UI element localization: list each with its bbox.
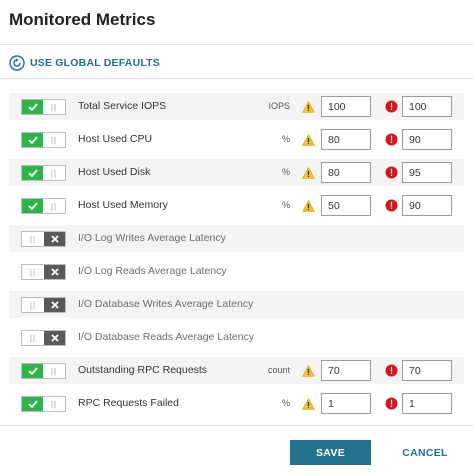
divider bbox=[0, 44, 473, 45]
metric-toggle[interactable]: || bbox=[21, 363, 66, 379]
metric-row: || Host Used Memory % bbox=[0, 189, 473, 222]
warning-threshold-input[interactable] bbox=[321, 195, 371, 216]
cancel-button[interactable]: CANCEL bbox=[396, 440, 454, 465]
metric-row: || I/O Database Reads Average Latency bbox=[0, 321, 473, 354]
check-icon bbox=[22, 100, 43, 114]
check-icon bbox=[22, 166, 43, 180]
warning-icon bbox=[301, 133, 316, 151]
metric-name: Total Service IOPS bbox=[78, 100, 167, 112]
metric-name: I/O Database Writes Average Latency bbox=[78, 298, 254, 310]
grip-icon: || bbox=[29, 300, 37, 310]
metric-row: || Total Service IOPS IOPS bbox=[0, 90, 473, 123]
close-icon bbox=[44, 298, 65, 312]
close-icon bbox=[44, 331, 65, 345]
close-icon bbox=[44, 232, 65, 246]
metric-toggle[interactable]: || bbox=[21, 99, 66, 115]
grip-icon: || bbox=[50, 168, 58, 178]
metric-unit: % bbox=[281, 134, 290, 144]
check-icon bbox=[22, 133, 43, 147]
grip-icon: || bbox=[50, 135, 58, 145]
metric-unit: count bbox=[267, 365, 290, 375]
critical-threshold-input[interactable] bbox=[402, 195, 452, 216]
critical-threshold-input[interactable] bbox=[402, 360, 452, 381]
metric-row: || I/O Log Writes Average Latency bbox=[0, 222, 473, 255]
metric-toggle[interactable]: || bbox=[21, 132, 66, 148]
check-icon bbox=[22, 397, 43, 411]
check-icon bbox=[22, 364, 43, 378]
critical-icon bbox=[385, 397, 398, 415]
divider bbox=[0, 78, 473, 79]
divider bbox=[0, 425, 473, 426]
use-global-defaults-link[interactable]: USE GLOBAL DEFAULTS bbox=[9, 55, 160, 71]
grip-icon: || bbox=[29, 234, 37, 244]
warning-icon bbox=[301, 397, 316, 415]
warning-icon bbox=[301, 166, 316, 184]
grip-icon: || bbox=[50, 102, 58, 112]
metric-name: Outstanding RPC Requests bbox=[78, 364, 207, 376]
warning-threshold-input[interactable] bbox=[321, 129, 371, 150]
metrics-list: || Total Service IOPS IOPS || Host Used … bbox=[0, 90, 473, 420]
critical-icon bbox=[385, 133, 398, 151]
warning-threshold-input[interactable] bbox=[321, 393, 371, 414]
metric-name: Host Used CPU bbox=[78, 133, 153, 145]
grip-icon: || bbox=[50, 201, 58, 211]
grip-icon: || bbox=[29, 267, 37, 277]
dialog-title: Monitored Metrics bbox=[9, 10, 156, 29]
critical-icon bbox=[385, 364, 398, 382]
warning-threshold-input[interactable] bbox=[321, 162, 371, 183]
metric-name: Host Used Memory bbox=[78, 199, 168, 211]
metric-row: || Outstanding RPC Requests count bbox=[0, 354, 473, 387]
metric-toggle[interactable]: || bbox=[21, 198, 66, 214]
critical-threshold-input[interactable] bbox=[402, 393, 452, 414]
metric-row: || Host Used CPU % bbox=[0, 123, 473, 156]
metric-row: || I/O Database Writes Average Latency bbox=[0, 288, 473, 321]
metric-row: || I/O Log Reads Average Latency bbox=[0, 255, 473, 288]
metric-toggle[interactable]: || bbox=[21, 330, 66, 346]
metric-unit: % bbox=[281, 398, 290, 408]
critical-threshold-input[interactable] bbox=[402, 129, 452, 150]
metric-row: || Host Used Disk % bbox=[0, 156, 473, 189]
critical-icon bbox=[385, 199, 398, 217]
critical-icon bbox=[385, 166, 398, 184]
use-global-defaults-label: USE GLOBAL DEFAULTS bbox=[30, 57, 160, 69]
metric-row: || RPC Requests Failed % bbox=[0, 387, 473, 420]
metric-unit: % bbox=[281, 167, 290, 177]
save-button[interactable]: SAVE bbox=[290, 440, 371, 465]
warning-threshold-input[interactable] bbox=[321, 96, 371, 117]
metric-name: I/O Log Reads Average Latency bbox=[78, 265, 227, 277]
critical-threshold-input[interactable] bbox=[402, 162, 452, 183]
close-icon bbox=[44, 265, 65, 279]
metric-name: I/O Database Reads Average Latency bbox=[78, 331, 255, 343]
critical-icon bbox=[385, 100, 398, 118]
metric-name: I/O Log Writes Average Latency bbox=[78, 232, 226, 244]
metric-unit: IOPS bbox=[268, 101, 290, 111]
warning-icon bbox=[301, 364, 316, 382]
metric-name: RPC Requests Failed bbox=[78, 397, 179, 409]
metric-toggle[interactable]: || bbox=[21, 396, 66, 412]
metric-toggle[interactable]: || bbox=[21, 165, 66, 181]
refresh-icon bbox=[9, 55, 25, 71]
warning-icon bbox=[301, 199, 316, 217]
grip-icon: || bbox=[50, 366, 58, 376]
check-icon bbox=[22, 199, 43, 213]
metric-toggle[interactable]: || bbox=[21, 231, 66, 247]
warning-threshold-input[interactable] bbox=[321, 360, 371, 381]
metric-toggle[interactable]: || bbox=[21, 297, 66, 313]
warning-icon bbox=[301, 100, 316, 118]
grip-icon: || bbox=[50, 399, 58, 409]
metric-unit: % bbox=[281, 200, 290, 210]
grip-icon: || bbox=[29, 333, 37, 343]
critical-threshold-input[interactable] bbox=[402, 96, 452, 117]
metric-name: Host Used Disk bbox=[78, 166, 151, 178]
metric-toggle[interactable]: || bbox=[21, 264, 66, 280]
